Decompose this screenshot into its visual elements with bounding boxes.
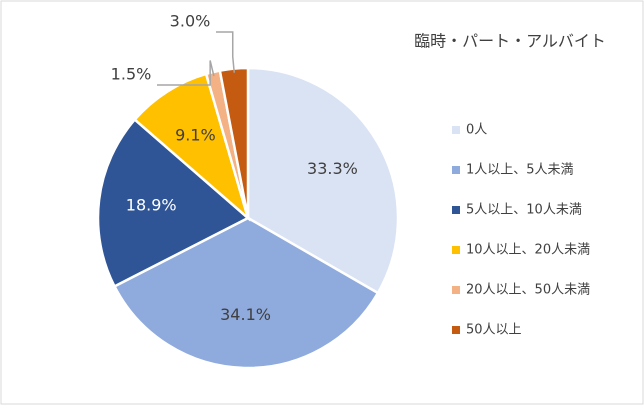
pie-slice	[133, 72, 251, 222]
legend-label: 1人以上、5人未満	[466, 163, 574, 178]
leader-line	[216, 31, 235, 73]
data-label: 34.1%	[220, 305, 271, 324]
legend-marker	[452, 326, 460, 334]
pie-slice	[112, 216, 380, 370]
chart-title: 臨時・パート・アルバイト	[414, 32, 606, 51]
leader-line	[157, 60, 215, 86]
data-label: 3.0%	[170, 12, 211, 31]
pie-slice	[96, 117, 251, 289]
data-label: 33.3%	[307, 159, 358, 178]
legend-marker	[452, 166, 460, 174]
legend-label: 50人以上	[466, 323, 522, 338]
legend-label: 5人以上、10人未満	[466, 203, 582, 218]
legend-marker	[452, 206, 460, 214]
pie-slice	[246, 66, 400, 295]
legend-marker	[452, 246, 460, 254]
data-label: 1.5%	[111, 65, 152, 84]
legend-label: 20人以上、50人未満	[466, 283, 590, 298]
legend-marker	[452, 126, 460, 134]
data-label: 9.1%	[175, 125, 216, 144]
legend-marker	[452, 286, 460, 294]
legend-label: 10人以上、20人未満	[466, 243, 590, 258]
legend-label: 0人	[466, 123, 487, 138]
data-label: 18.9%	[126, 196, 177, 215]
